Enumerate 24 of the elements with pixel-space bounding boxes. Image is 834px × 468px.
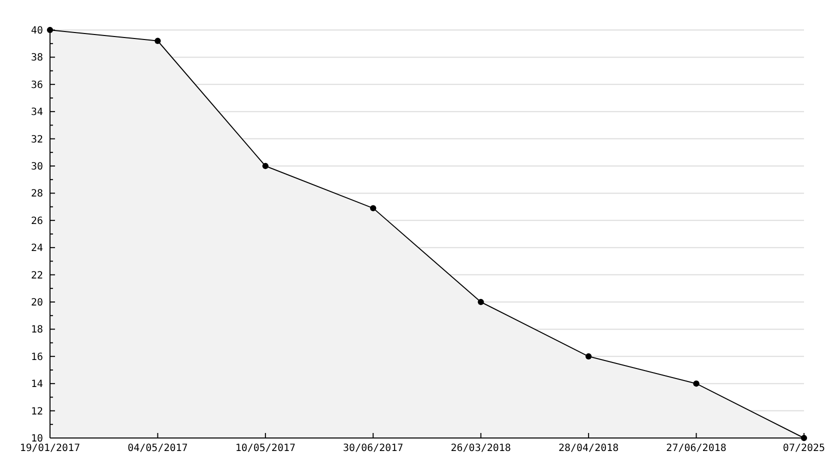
x-tick-label: 27/06/2018 bbox=[666, 443, 726, 454]
y-tick-label: 28 bbox=[30, 188, 43, 200]
x-tick-label: 26/03/2018 bbox=[450, 443, 511, 454]
y-tick-label: 10 bbox=[30, 434, 43, 444]
x-tick-label: 07/2025 bbox=[782, 443, 826, 454]
x-tick-label: 10/05/2017 bbox=[235, 443, 296, 454]
y-tick-label: 22 bbox=[30, 270, 43, 282]
y-tick-label: 32 bbox=[30, 134, 43, 146]
y-tick-label: 38 bbox=[30, 52, 43, 64]
x-tick-label: 28/04/2018 bbox=[558, 443, 619, 454]
x-tick-label: 30/06/2017 bbox=[343, 443, 404, 454]
y-tick-label: 36 bbox=[30, 80, 43, 91]
y-tick-label: 24 bbox=[30, 243, 43, 254]
y-tick-label: 26 bbox=[30, 216, 43, 227]
x-tick-label: 04/05/2017 bbox=[128, 443, 188, 454]
y-tick-label: 30 bbox=[30, 162, 43, 172]
y-tick-label: 14 bbox=[30, 379, 43, 390]
y-tick-label: 12 bbox=[30, 406, 43, 418]
y-tick-label: 20 bbox=[30, 298, 43, 308]
y-tick-label: 34 bbox=[30, 107, 43, 118]
y-tick-label: 18 bbox=[30, 324, 43, 336]
y-tick-label: 16 bbox=[30, 352, 43, 363]
x-tick-label: 19/01/2017 bbox=[20, 443, 80, 454]
y-tick-label: 40 bbox=[30, 26, 43, 36]
